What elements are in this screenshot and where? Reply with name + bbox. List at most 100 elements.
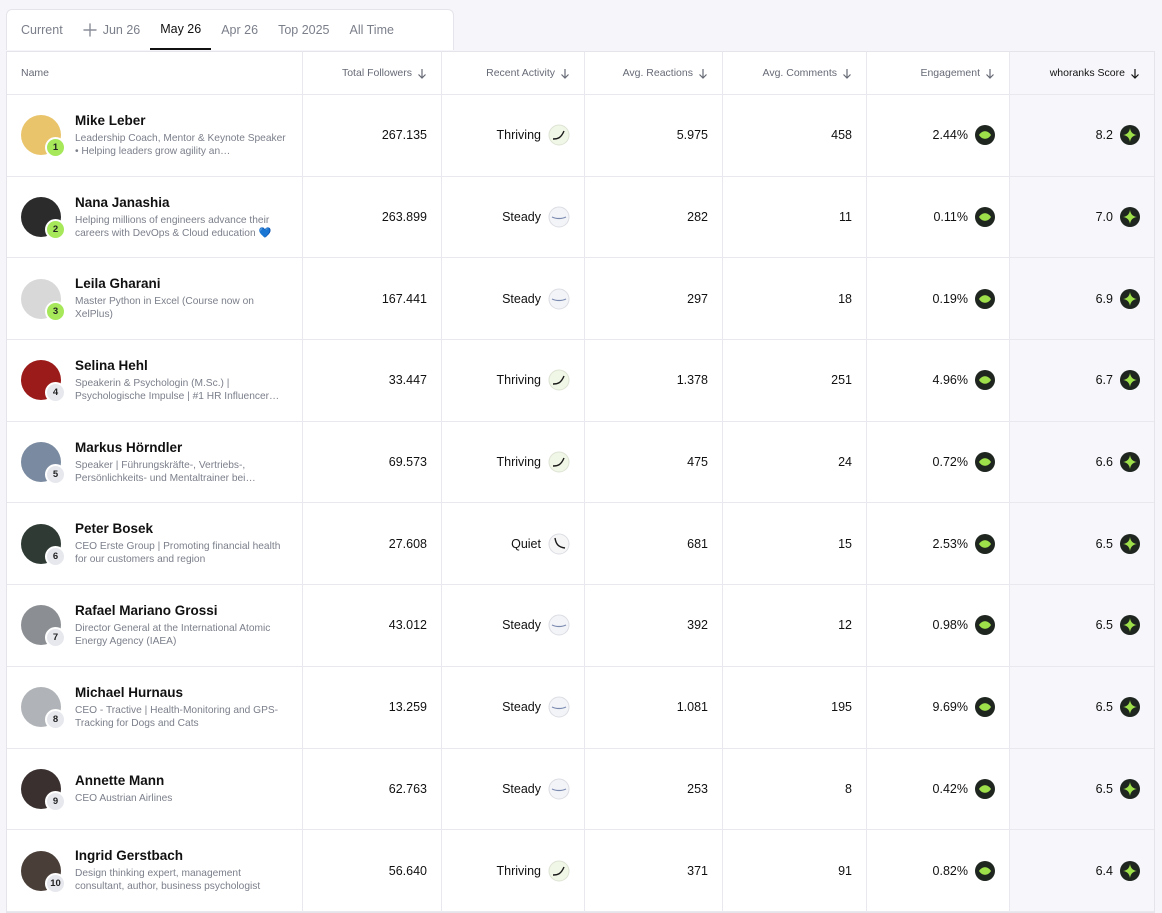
name-cell: 1 Mike Leber Leadership Coach, Mentor & Ke… — [7, 95, 303, 176]
engagement: 4.96% — [932, 373, 968, 388]
profile-name[interactable]: Annette Mann — [75, 772, 165, 788]
activity-icon — [548, 451, 570, 473]
sort-arrow — [418, 68, 426, 79]
score-icon — [1120, 533, 1140, 554]
sort-arrow — [699, 68, 707, 79]
sort-arrow — [986, 68, 994, 79]
score-icon — [1120, 125, 1140, 146]
score: 6.9 — [1095, 291, 1113, 306]
rank-badge: 2 — [45, 219, 66, 241]
avg-comments: 18 — [723, 258, 867, 340]
table-row[interactable]: 1 Mike Leber Leadership Coach, Mentor & Ke… — [7, 95, 1154, 177]
tab[interactable]: Apr 26 — [211, 10, 268, 50]
score: 6.5 — [1095, 781, 1113, 796]
name-cell: 2 Nana Janashia Helping millions of engine… — [7, 176, 303, 258]
profile-name[interactable]: Michael Hurnaus — [75, 684, 184, 700]
table-row[interactable]: 5 Markus Hörndler Speaker | Führungskräfte… — [7, 421, 1154, 504]
avatar: 8 — [21, 687, 66, 731]
avg-reactions: 371 — [585, 830, 723, 911]
header-cell[interactable]: Avg. Comments — [723, 52, 867, 94]
followers: 13.259 — [303, 666, 442, 748]
profile-name[interactable]: Peter Bosek — [75, 521, 154, 537]
avg-reactions: 253 — [585, 748, 723, 830]
activity-icon — [548, 860, 570, 882]
profile-info: Annette Mann CEO Austrian Airlines — [75, 773, 172, 805]
followers: 69.573 — [303, 421, 442, 503]
activity-icon — [548, 206, 570, 228]
sparkle-icon — [82, 23, 97, 37]
table-row[interactable]: 3 Leila Gharani Master Python in Excel (Co… — [7, 258, 1154, 341]
engagement: 0.82% — [932, 863, 968, 878]
engagement-icon — [975, 452, 995, 473]
profile-bio: CEO - Tractive | Health-Monitoring and G… — [75, 704, 279, 729]
engagement: 2.44% — [932, 128, 968, 143]
avg-comments: 251 — [723, 340, 867, 421]
engagement: 0.19% — [932, 291, 968, 306]
score-cell: 7.0 — [1010, 176, 1154, 258]
sort-arrow — [561, 68, 569, 79]
followers: 267.135 — [303, 95, 442, 176]
followers: 43.012 — [303, 585, 442, 666]
avg-comments: 91 — [723, 830, 867, 911]
profile-name[interactable]: Ingrid Gerstbach — [75, 848, 184, 864]
avg-reactions: 681 — [585, 503, 723, 585]
tab[interactable]: Jun 26 — [73, 10, 151, 50]
profile-name[interactable]: Markus Hörndler — [75, 439, 183, 455]
profile-info: Ingrid Gerstbach Design thinking expert, … — [75, 848, 292, 893]
score-icon — [1120, 452, 1140, 473]
tab-label: May 26 — [160, 22, 202, 36]
engagement: 9.69% — [932, 700, 968, 715]
followers: 62.763 — [303, 748, 442, 830]
engagement-cell: 0.72% — [867, 421, 1010, 503]
header-cell[interactable]: Recent Activity — [442, 52, 585, 94]
table-row[interactable]: 2 Nana Janashia Helping millions of engine… — [7, 176, 1154, 259]
avg-reactions: 297 — [585, 258, 723, 340]
engagement-cell: 0.11% — [867, 176, 1010, 258]
profile-info: Leila Gharani Master Python in Excel (Cou… — [75, 276, 292, 321]
engagement-icon — [975, 697, 995, 718]
header-cell[interactable]: Engagement — [867, 52, 1010, 94]
header-label: Name — [21, 67, 50, 79]
avg-reactions: 475 — [585, 421, 723, 503]
activity-cell: Thriving — [442, 421, 585, 503]
engagement: 2.53% — [932, 536, 968, 551]
profile-info: Peter Bosek CEO Erste Group | Promoting f… — [75, 521, 292, 566]
score-icon — [1120, 207, 1140, 228]
profile-name[interactable]: Mike Leber — [75, 112, 146, 128]
activity-icon — [548, 124, 570, 146]
activity: Steady — [502, 618, 541, 633]
table-row[interactable]: 9 Annette Mann CEO Austrian Airlines 62.763… — [7, 748, 1154, 831]
profile-name[interactable]: Nana Janashia — [75, 194, 170, 210]
table-row[interactable]: 8 Michael Hurnaus CEO - Tractive | Health-… — [7, 666, 1154, 749]
score: 6.5 — [1095, 618, 1113, 633]
tab[interactable]: All Time — [340, 10, 404, 50]
table-row[interactable]: 4 Selina Hehl Speakerin & Psychologin (M.S… — [7, 340, 1154, 422]
table-row[interactable]: 6 Peter Bosek CEO Erste Group | Promoting … — [7, 503, 1154, 586]
tab[interactable]: May 26 — [150, 10, 212, 50]
profile-name[interactable]: Selina Hehl — [75, 357, 148, 373]
engagement-icon — [975, 615, 995, 636]
score-icon — [1120, 860, 1140, 881]
engagement: 0.11% — [933, 210, 968, 225]
name-cell: 5 Markus Hörndler Speaker | Führungskräfte… — [7, 421, 303, 503]
tab[interactable]: Top 2025 — [268, 10, 339, 50]
table-row[interactable]: 7 Rafael Mariano Grossi Director General a… — [7, 585, 1154, 667]
header-cell[interactable]: Avg. Reactions — [585, 52, 723, 94]
profile-name[interactable]: Rafael Mariano Grossi — [75, 602, 218, 618]
followers: 27.608 — [303, 503, 442, 585]
profile-info: Mike Leber Leadership Coach, Mentor & Key… — [75, 113, 292, 158]
tab[interactable]: Current — [11, 10, 73, 50]
header-cell[interactable]: whoranks Score — [1010, 52, 1154, 94]
header-label: Recent Activity — [486, 67, 555, 79]
header-row: Name Total Followers Recent Activity Avg. R… — [7, 52, 1154, 95]
score-cell: 6.5 — [1010, 585, 1154, 666]
tab-label: Apr 26 — [221, 23, 259, 37]
activity: Thriving — [496, 373, 541, 388]
profile-name[interactable]: Leila Gharani — [75, 276, 161, 292]
table-row[interactable]: 10 Ingrid Gerstbach Design thinking expert… — [7, 830, 1154, 912]
avg-reactions: 1.081 — [585, 666, 723, 748]
header-cell[interactable]: Total Followers — [303, 52, 442, 94]
score-cell: 6.6 — [1010, 421, 1154, 503]
header-cell[interactable]: Name — [7, 52, 303, 94]
engagement-cell: 0.98% — [867, 585, 1010, 666]
